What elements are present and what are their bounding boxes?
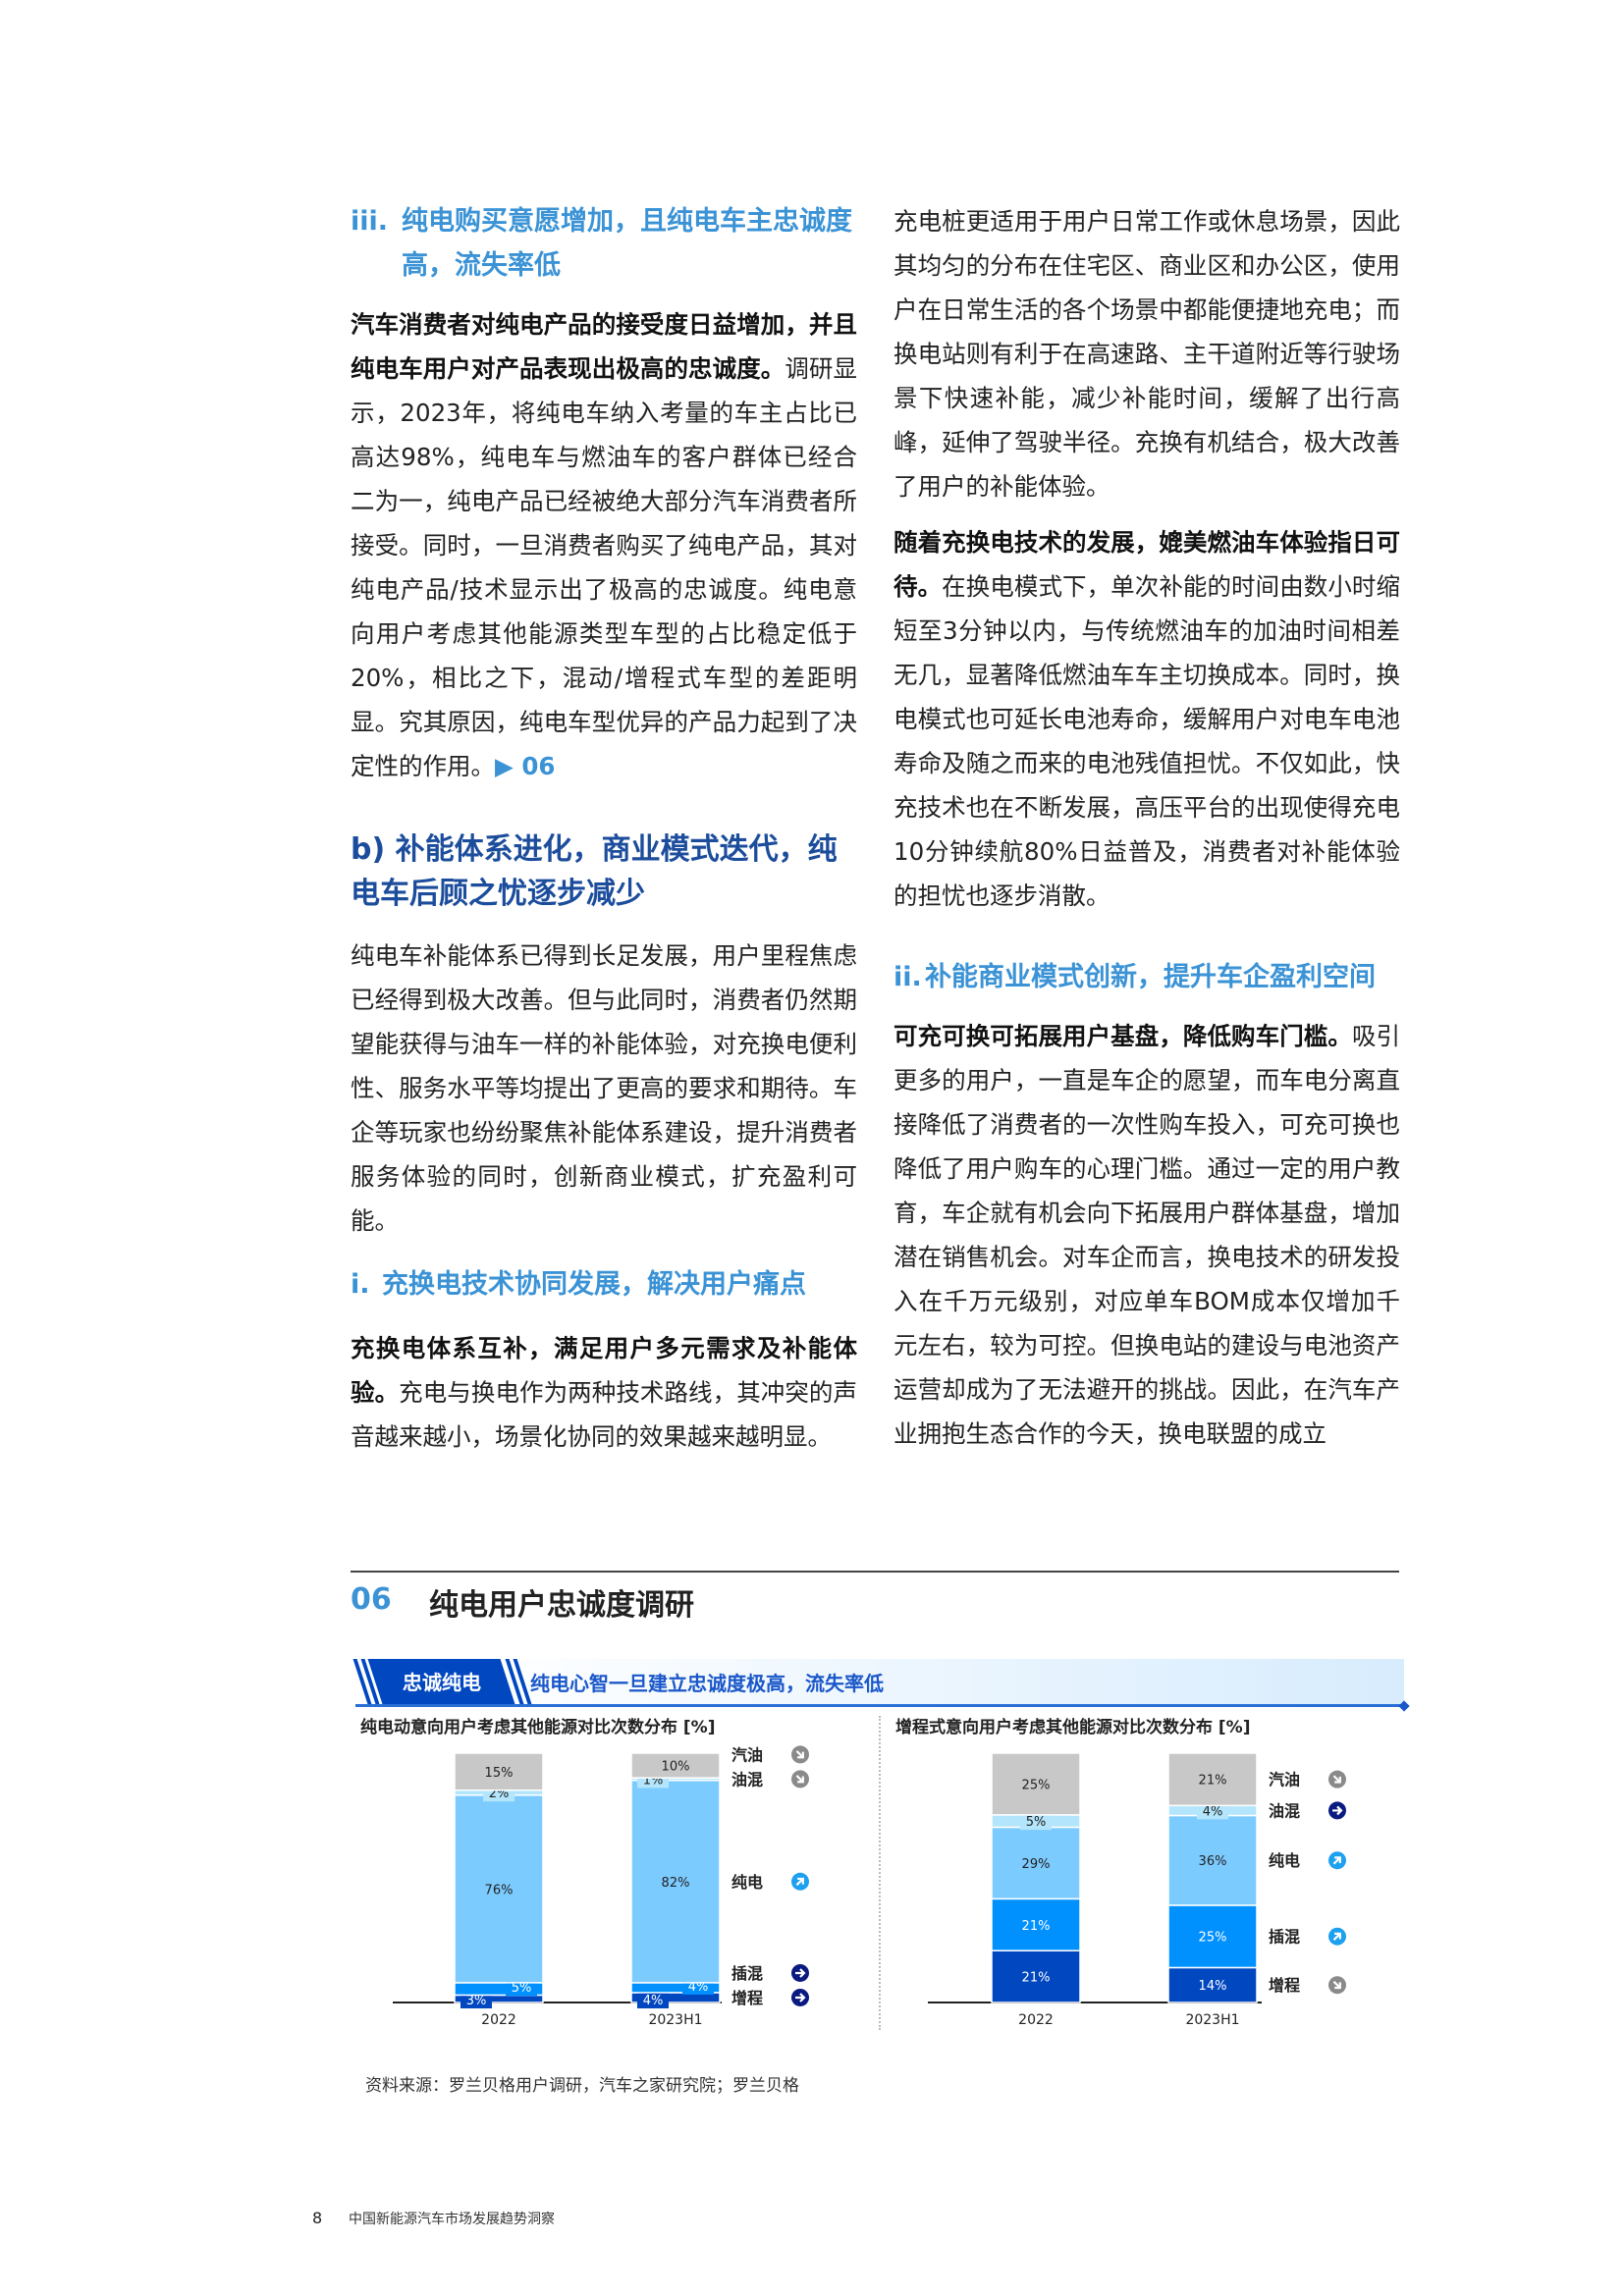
legend-label-汽油: 汽油: [1269, 1771, 1300, 1789]
arrow-down-right-gray-icon: [1328, 1976, 1346, 1995]
data-label: 5%: [1026, 1815, 1047, 1830]
source-note: 资料来源：罗兰贝格用户调研，汽车之家研究院；罗兰贝格: [365, 2076, 799, 2096]
paragraph-charging-scenarios: 充电桩更适用于用户日常工作或休息场景，因此其均匀的分布在住宅区、商业区和办公区，…: [893, 207, 1400, 501]
paragraph-body: 充电与换电作为两种技术路线，其冲突的声音越来越小，场景化协同的效果越来越明显。: [351, 1378, 858, 1451]
data-label: 5%: [512, 1981, 532, 1996]
data-label: 21%: [1199, 1774, 1227, 1789]
legend-label-增程: 增程: [1269, 1976, 1300, 1995]
bar-segment-汽油: [630, 1752, 721, 1779]
data-label: 21%: [1022, 1919, 1051, 1934]
x-tick-label: 2022: [481, 2012, 516, 2028]
paragraph-swap-tech: 随着充换电技术的发展，媲美燃油车体验指日可待。在换电模式下，单次补能的时间由数小…: [893, 520, 1400, 918]
legend-label-油混: 油混: [1269, 1801, 1300, 1820]
arrow-right-navy-icon: [791, 1963, 809, 1982]
paragraph-complementary: 充换电体系互补，满足用户多元需求及补能体验。充电与换电作为两种技术路线，其冲突的…: [351, 1326, 857, 1459]
banner-text: 纯电心智一旦建立忠诚度极高，流失率低: [530, 1672, 884, 1695]
data-label: 14%: [1199, 1979, 1227, 1994]
data-label-bg: [1020, 1812, 1052, 1831]
figure-banner: 忠诚纯电 纯电心智一旦建立忠诚度极高，流失率低: [352, 1659, 1410, 1712]
heading-iii: iii. 纯电购买意愿增加，且纯电车主忠诚度高，流失率低: [351, 199, 857, 288]
paragraph-loyalty: 汽车消费者对纯电产品的接受度日益增加，并且纯电车用户对产品表现出极高的忠诚度。调…: [351, 302, 857, 788]
data-label: 29%: [1022, 1857, 1051, 1872]
heading-text: 纯电购买意愿增加，且纯电车主忠诚度高，流失率低: [402, 206, 852, 281]
data-label: 3%: [466, 1994, 487, 2008]
data-label: 25%: [1022, 1778, 1051, 1792]
paragraph-body: 在换电模式下，单次补能的时间由数小时缩短至3分钟以内，与传统燃油车的加油时间相差…: [893, 572, 1401, 910]
paragraph-lead: 充换电体系互补，满足用户多元需求及补能体验。: [351, 1334, 857, 1407]
figure-divider: [351, 1571, 1399, 1573]
data-label: 4%: [688, 1980, 709, 1995]
paragraph-business-model: 可充可换可拓展用户基盘，降低购车门槛。吸引更多的用户，一直是车企的愿望，而车电分…: [893, 1014, 1400, 1456]
legend-label-插混: 插混: [1269, 1928, 1300, 1947]
data-label: 15%: [485, 1766, 514, 1781]
legend-label-油混: 油混: [731, 1770, 763, 1789]
data-label: 10%: [662, 1760, 690, 1775]
data-label: 82%: [662, 1876, 690, 1891]
arrow-up-right-blue-icon: [791, 1872, 809, 1891]
bar-segment-汽油: [454, 1752, 544, 1791]
x-tick-label: 2022: [1018, 2012, 1054, 2028]
heading-number: ii.: [893, 962, 922, 992]
banner-dot: [1398, 1700, 1410, 1712]
heading-number: i.: [351, 1269, 370, 1300]
arrow-down-right-gray-icon: [791, 1745, 809, 1764]
bar-segment-增程: [1167, 1966, 1258, 2003]
heading-text: 充换电技术协同发展，解决用户痛点: [382, 1269, 806, 1300]
data-label: 4%: [1203, 1804, 1223, 1819]
arrow-down-right-gray-icon: [1328, 1770, 1346, 1789]
bar-segment-插混: [1167, 1904, 1258, 1969]
page-number: 8: [312, 2209, 323, 2227]
heading-ii: ii. 补能商业模式创新，提升车企盈利空间: [893, 955, 1400, 999]
bar-segment-纯电: [630, 1779, 721, 1984]
chart-2-title: 增程式意向用户考虑其他能源对比次数分布 [%]: [895, 1718, 1251, 1737]
paragraph-body: 吸引更多的用户，一直是车企的愿望，而车电分离直接降低了消费者的一次性购车投入，可…: [893, 1022, 1401, 1448]
arrow-right-navy-icon: [791, 1988, 809, 2006]
legend-label-增程: 增程: [731, 1989, 763, 2007]
arrow-up-right-blue-icon: [1328, 1851, 1346, 1870]
paragraph-lead: 汽车消费者对纯电产品的接受度日益增加，并且纯电车用户对产品表现出极高的忠诚度。: [351, 310, 857, 383]
banner-tag: 忠诚纯电: [403, 1671, 481, 1694]
data-label: 25%: [1199, 1931, 1227, 1946]
legend-label-纯电: 纯电: [731, 1873, 763, 1892]
figure-number: 06: [351, 1582, 392, 1617]
paragraph-charging-system: 纯电车补能体系已得到长足发展，用户里程焦虑已经得到极大改善。但与此同时，消费者仍…: [351, 941, 857, 1235]
bar-segment-纯电: [454, 1794, 544, 1984]
legend-label-插混: 插混: [731, 1964, 763, 1983]
chart-1-title: 纯电动意向用户考虑其他能源对比次数分布 [%]: [360, 1718, 716, 1737]
figure-reference-link[interactable]: ▶ 06: [495, 752, 556, 780]
heading-i: i. 充换电技术协同发展，解决用户痛点: [351, 1262, 857, 1307]
x-tick-label: 2023H1: [1185, 2012, 1239, 2028]
bar-segment-纯电: [991, 1826, 1081, 1900]
chart-bev-intent: 3%5%76%2%15%20224%4%82%1%10%2023H1增程插混纯电…: [393, 1745, 809, 2028]
footer-title: 中国新能源汽车市场发展趋势洞察: [349, 2212, 555, 2227]
bar-segment-汽油: [1167, 1752, 1258, 1807]
arrow-up-right-blue-icon: [1328, 1927, 1346, 1946]
chart-separator: [879, 1716, 881, 2030]
heading-b: b) 补能体系进化，商业模式迭代，纯电车后顾之忧逐步减少: [351, 832, 838, 911]
x-tick-label: 2023H1: [648, 2012, 702, 2028]
arrow-down-right-gray-icon: [791, 1770, 809, 1789]
data-label: 76%: [485, 1883, 514, 1897]
bar-segment-插混: [991, 1897, 1081, 1951]
data-label: 4%: [643, 1994, 664, 2008]
figure-title: 纯电用户忠诚度调研: [429, 1588, 694, 1623]
bar-segment-纯电: [1167, 1814, 1258, 1906]
heading-text: 补能商业模式创新，提升车企盈利空间: [925, 962, 1376, 992]
data-label-bg: [637, 1991, 669, 2008]
data-label: 21%: [1022, 1971, 1051, 1986]
data-label: 36%: [1199, 1854, 1227, 1869]
paragraph-lead: 随着充换电技术的发展，媲美燃油车体验指日可待。: [893, 528, 1400, 601]
legend-label-纯电: 纯电: [1269, 1851, 1300, 1870]
chart-erev-intent: 21% 21% 29% 5% 25% 2022 14% 25% 36% 4% 21% 2023H1 增程…: [928, 1752, 1346, 2028]
legend-label-汽油: 汽油: [731, 1745, 763, 1764]
heading-number: iii.: [351, 206, 389, 237]
bar-segment-汽油: [991, 1752, 1081, 1816]
paragraph-lead: 可充可换可拓展用户基盘，降低购车门槛。: [893, 1022, 1352, 1050]
arrow-right-navy-icon: [1328, 1801, 1346, 1820]
paragraph-body: 调研显示，2023年，将纯电车纳入考量的车主占比已高达98%，纯电车与燃油车的客…: [351, 354, 858, 780]
